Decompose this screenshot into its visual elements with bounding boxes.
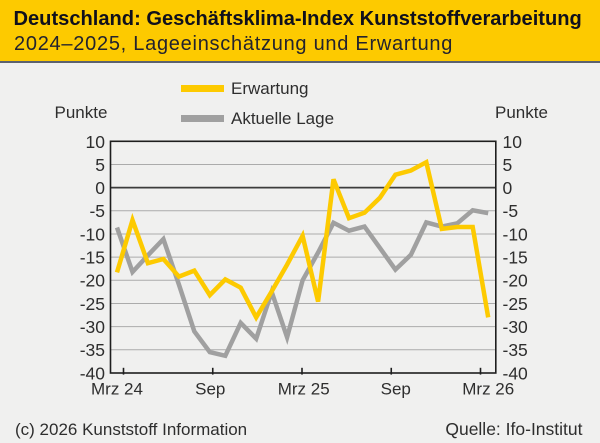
svg-text:-5: -5 (89, 201, 105, 221)
svg-text:-15: -15 (503, 248, 528, 268)
svg-text:-35: -35 (503, 340, 528, 360)
svg-text:-30: -30 (80, 317, 106, 337)
svg-text:Mrz 25: Mrz 25 (278, 379, 330, 398)
svg-text:Mrz 24: Mrz 24 (91, 379, 143, 398)
svg-text:-25: -25 (503, 294, 528, 314)
svg-text:Sep: Sep (381, 379, 411, 398)
svg-text:-20: -20 (80, 271, 106, 291)
svg-text:-20: -20 (503, 271, 529, 291)
svg-text:-35: -35 (80, 340, 105, 360)
svg-text:Sep: Sep (195, 379, 225, 398)
svg-text:-10: -10 (503, 224, 529, 244)
svg-text:0: 0 (95, 178, 105, 198)
svg-text:-25: -25 (80, 294, 105, 314)
svg-text:-40: -40 (503, 363, 529, 383)
svg-text:Mrz 26: Mrz 26 (462, 379, 514, 398)
svg-text:-30: -30 (503, 317, 529, 337)
svg-text:10: 10 (86, 132, 106, 152)
svg-text:5: 5 (503, 155, 513, 175)
svg-text:0: 0 (503, 178, 513, 198)
svg-text:-15: -15 (80, 248, 105, 268)
svg-text:-5: -5 (503, 201, 519, 221)
svg-text:-10: -10 (80, 224, 106, 244)
svg-text:10: 10 (503, 132, 523, 152)
svg-text:-40: -40 (80, 363, 106, 383)
svg-text:5: 5 (95, 155, 105, 175)
